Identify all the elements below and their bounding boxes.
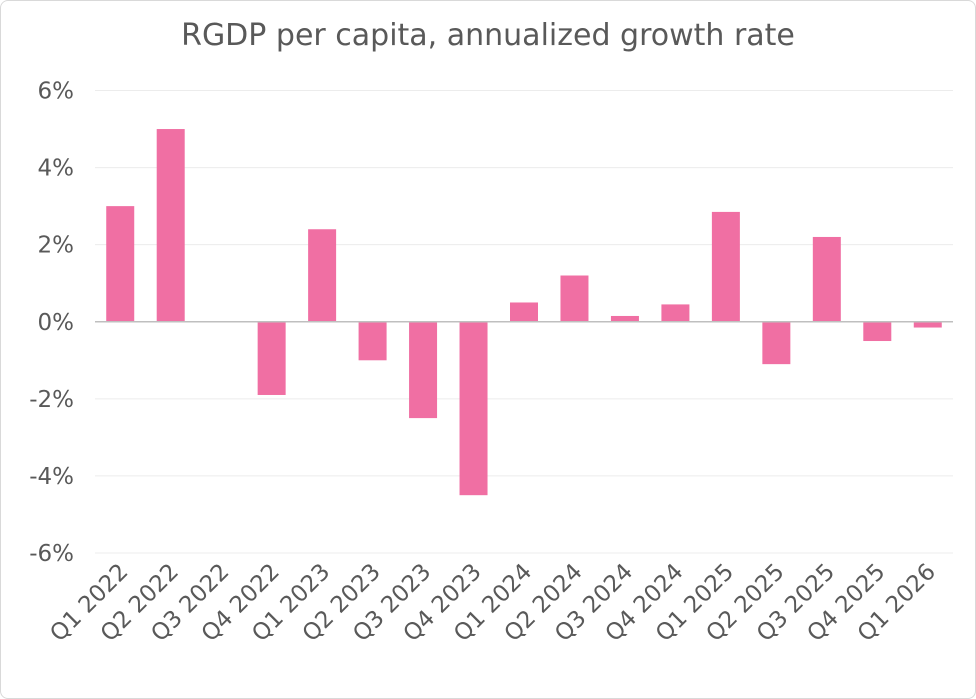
gridlines xyxy=(95,90,953,554)
bar xyxy=(459,321,488,496)
y-tick-label: 6% xyxy=(38,79,75,105)
bar xyxy=(762,321,791,365)
bar xyxy=(106,206,135,322)
y-tick-label: 2% xyxy=(38,233,75,259)
bar xyxy=(510,302,538,322)
chart-title: RGDP per capita, annualized growth rate xyxy=(181,18,795,53)
y-tick-label: 4% xyxy=(38,156,75,182)
y-tick-label: -4% xyxy=(29,464,74,490)
bar xyxy=(913,321,942,328)
bar xyxy=(409,321,438,419)
bar xyxy=(156,129,185,322)
bar xyxy=(358,321,387,361)
y-tick-label: -2% xyxy=(29,387,74,413)
bar xyxy=(257,321,286,395)
bar xyxy=(863,321,892,342)
bar xyxy=(812,236,841,322)
bar xyxy=(661,304,690,322)
bar xyxy=(308,229,337,322)
bars xyxy=(106,129,942,496)
bar xyxy=(711,211,740,322)
y-axis-labels: 6% 4% 2% 0% -2% -4% -6% xyxy=(29,79,74,568)
bar xyxy=(560,275,589,322)
y-tick-label: -6% xyxy=(29,541,74,567)
bar xyxy=(610,315,639,322)
y-tick-label: 0% xyxy=(38,310,75,336)
